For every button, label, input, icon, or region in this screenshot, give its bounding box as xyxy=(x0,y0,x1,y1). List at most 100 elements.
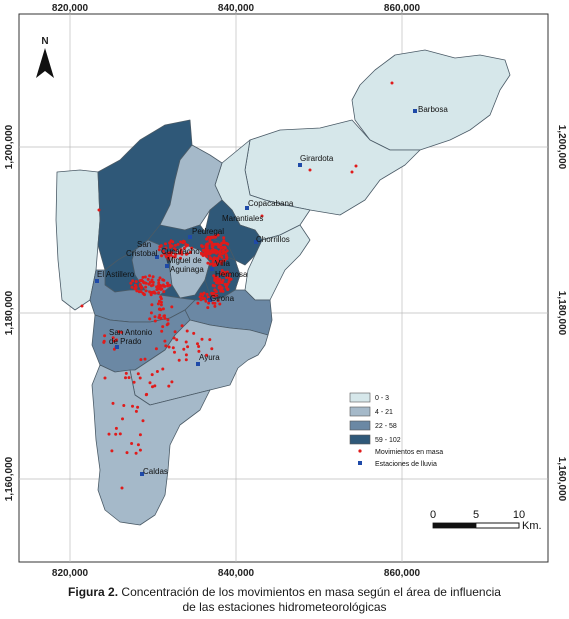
movement-point xyxy=(161,249,165,253)
movement-point xyxy=(220,262,224,266)
movement-point xyxy=(216,299,220,303)
movement-point xyxy=(185,329,189,333)
movement-point xyxy=(199,251,203,255)
movement-point xyxy=(102,340,106,344)
place-label: San xyxy=(137,240,151,249)
movement-point xyxy=(118,432,122,436)
scale-segment-light xyxy=(475,522,520,529)
movement-point xyxy=(160,287,164,291)
movement-point xyxy=(205,255,209,259)
caption-figure-number: Figura 2. xyxy=(68,585,119,599)
movement-point xyxy=(140,286,143,290)
movement-point xyxy=(218,277,222,281)
movement-point xyxy=(167,252,171,256)
movement-point xyxy=(207,301,211,305)
movement-point xyxy=(164,344,168,348)
movement-point xyxy=(138,282,142,286)
movement-point xyxy=(222,250,225,254)
legend-movements-label: Movimientos en masa xyxy=(375,449,443,456)
x-tick-bottom-3: 860,000 xyxy=(384,568,421,579)
movement-point xyxy=(152,291,156,295)
movement-point xyxy=(203,297,206,301)
movement-point xyxy=(147,282,151,286)
y-tick-left-2: 1,180,000 xyxy=(4,290,15,335)
movement-point xyxy=(136,372,140,376)
station-marker xyxy=(140,472,144,476)
movement-point xyxy=(173,252,177,256)
place-label: Marantiales xyxy=(222,214,263,223)
movement-point xyxy=(138,433,142,437)
legend-swatch xyxy=(349,406,371,417)
movement-point xyxy=(180,324,184,328)
movement-point xyxy=(140,278,144,282)
movement-point xyxy=(149,311,153,315)
place-label: Cucaracho xyxy=(161,247,200,256)
movement-point xyxy=(162,314,166,318)
movement-point xyxy=(158,276,162,280)
movement-point xyxy=(139,290,143,294)
movement-point xyxy=(148,317,152,321)
movement-point xyxy=(134,280,138,284)
movement-point xyxy=(186,345,190,349)
legend-label: 4 - 21 xyxy=(375,409,393,416)
movement-point xyxy=(97,208,101,212)
movement-point xyxy=(213,275,217,279)
movement-point xyxy=(390,81,394,85)
place-label: Cristobal xyxy=(126,249,158,258)
scale-unit: Km. xyxy=(522,520,542,532)
caption-line-1: Concentración de los movimientos en masa… xyxy=(118,585,501,599)
movement-point xyxy=(220,255,224,259)
movement-point xyxy=(156,302,160,306)
movement-point xyxy=(221,241,225,245)
movement-point xyxy=(153,384,157,388)
movement-point xyxy=(166,281,169,285)
movement-point xyxy=(151,385,154,389)
movement-point xyxy=(188,250,192,254)
movement-point xyxy=(224,253,228,257)
movement-point xyxy=(179,249,183,253)
movement-point xyxy=(163,252,166,256)
caption-line-2: de las estaciones hidrometeorológicas xyxy=(182,600,387,614)
movement-point xyxy=(212,258,216,261)
movement-point xyxy=(222,236,226,240)
y-tick-left-3: 1,160,000 xyxy=(4,456,15,501)
movement-point xyxy=(190,246,194,250)
movement-point xyxy=(171,255,175,259)
x-tick-bottom-1: 820,000 xyxy=(52,568,89,579)
movement-point xyxy=(210,347,214,351)
movement-point xyxy=(148,381,152,385)
movement-point xyxy=(103,376,107,380)
movement-point xyxy=(148,274,152,278)
movement-point xyxy=(164,242,167,246)
movement-point xyxy=(205,353,208,357)
movement-point xyxy=(206,261,210,265)
movement-point xyxy=(229,277,233,281)
station-marker xyxy=(115,345,119,349)
movement-point xyxy=(124,371,128,375)
movement-point xyxy=(153,319,157,323)
movement-point xyxy=(133,287,137,291)
y-tick-right-1: 1,200,000 xyxy=(556,125,567,170)
movement-point xyxy=(161,325,165,329)
movement-point xyxy=(204,248,208,252)
movement-point xyxy=(164,254,168,258)
movement-point xyxy=(146,277,150,281)
movement-point xyxy=(164,246,168,250)
movement-point xyxy=(224,250,228,254)
movement-point xyxy=(143,357,147,361)
place-label: Caldas xyxy=(143,467,168,476)
movement-point xyxy=(212,264,216,268)
movement-point xyxy=(168,283,172,287)
movement-point xyxy=(217,245,221,249)
movement-point xyxy=(168,245,172,249)
movement-point xyxy=(208,257,212,261)
y-tick-right-3: 1,160,000 xyxy=(556,457,567,502)
movement-point xyxy=(151,283,155,287)
place-label: Pedregal xyxy=(192,227,224,236)
movement-point xyxy=(136,405,140,409)
movement-point xyxy=(151,280,155,284)
movement-point xyxy=(143,281,147,285)
movement-point xyxy=(214,262,218,266)
movement-point xyxy=(159,295,163,299)
movement-point xyxy=(201,293,205,297)
